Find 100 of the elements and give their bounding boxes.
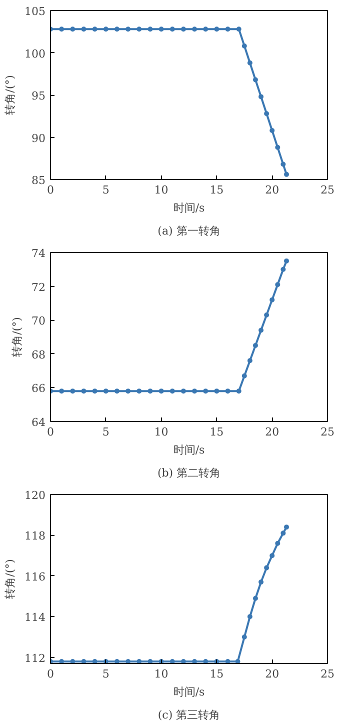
point bbox=[270, 128, 275, 133]
y-axis-title: 转角/(°) bbox=[10, 317, 24, 357]
x-tick-label: 25 bbox=[320, 668, 334, 680]
y-tick-label: 112 bbox=[24, 652, 46, 665]
point bbox=[180, 26, 186, 32]
y-tick-label: 74 bbox=[32, 247, 46, 260]
point bbox=[235, 658, 240, 664]
point bbox=[247, 60, 252, 66]
x-tick-label: 25 bbox=[320, 184, 334, 196]
point bbox=[225, 658, 230, 664]
y-tick-label: 100 bbox=[24, 47, 46, 60]
y-axis-title: 转角/(°) bbox=[4, 559, 17, 599]
x-axis-title: 时间/s bbox=[173, 686, 206, 698]
point bbox=[114, 388, 120, 394]
point bbox=[203, 658, 208, 664]
x-tick-label: 0 bbox=[47, 426, 54, 438]
text: (c) 第三转角 bbox=[158, 708, 220, 722]
y-tick-label: 70 bbox=[32, 314, 46, 328]
point bbox=[242, 634, 247, 640]
point bbox=[59, 388, 64, 394]
point bbox=[192, 388, 198, 394]
point bbox=[264, 565, 270, 570]
point bbox=[136, 658, 142, 664]
point bbox=[214, 26, 220, 32]
x-tick-label: 15 bbox=[210, 426, 224, 438]
point bbox=[275, 282, 280, 288]
point bbox=[170, 26, 175, 32]
point bbox=[59, 26, 64, 32]
point bbox=[59, 658, 64, 664]
text: (b) 第二转角 bbox=[157, 466, 221, 480]
point bbox=[81, 388, 86, 394]
point bbox=[126, 26, 131, 32]
point bbox=[247, 614, 252, 620]
point bbox=[114, 26, 120, 32]
x-tick-label: 20 bbox=[265, 668, 280, 680]
point bbox=[114, 658, 120, 664]
y-tick-label: 66 bbox=[32, 382, 46, 396]
point bbox=[258, 94, 264, 100]
y-tick-label: 105 bbox=[24, 5, 46, 18]
point bbox=[192, 26, 198, 32]
point bbox=[280, 162, 286, 167]
point bbox=[225, 26, 230, 32]
point bbox=[180, 388, 186, 394]
point bbox=[236, 26, 242, 32]
point bbox=[126, 658, 131, 664]
point bbox=[148, 26, 153, 32]
y-tick-label: 90 bbox=[32, 132, 46, 145]
point bbox=[103, 26, 108, 32]
point bbox=[284, 258, 290, 264]
x-axis-title: 时间/s bbox=[173, 444, 206, 456]
x-tick-label: 5 bbox=[102, 426, 110, 438]
point bbox=[203, 26, 208, 32]
point bbox=[284, 172, 290, 177]
point bbox=[236, 388, 242, 394]
y-tick-label: 118 bbox=[24, 530, 46, 543]
x-tick-label: 15 bbox=[210, 184, 224, 196]
y-tick-label: 68 bbox=[32, 348, 46, 362]
x-tick-label: 25 bbox=[320, 426, 334, 438]
point bbox=[242, 373, 247, 378]
point bbox=[81, 26, 86, 32]
point bbox=[247, 358, 252, 364]
point bbox=[280, 530, 286, 536]
point bbox=[242, 43, 247, 48]
point bbox=[103, 388, 108, 394]
point bbox=[264, 111, 270, 116]
y-tick-label: 116 bbox=[24, 570, 46, 584]
y-axis-title: 转角/(°) bbox=[4, 75, 17, 115]
point bbox=[126, 388, 131, 394]
x-tick-label: 0 bbox=[47, 668, 54, 680]
y-tick-label: 72 bbox=[32, 280, 46, 294]
point bbox=[275, 144, 280, 150]
point bbox=[284, 524, 290, 530]
y-tick-label: 95 bbox=[32, 90, 46, 102]
x-tick-label: 10 bbox=[154, 184, 168, 196]
y-tick-label: 114 bbox=[24, 611, 46, 624]
x-tick-label: 0 bbox=[47, 184, 54, 196]
y-tick-label: 120 bbox=[24, 489, 46, 502]
point bbox=[275, 540, 280, 546]
x-tick-label: 5 bbox=[102, 184, 110, 196]
point bbox=[170, 658, 175, 664]
point bbox=[258, 580, 264, 585]
point bbox=[158, 388, 164, 394]
point bbox=[252, 342, 258, 348]
x-tick-label: 15 bbox=[210, 668, 224, 680]
point bbox=[92, 388, 98, 394]
text: (a) 第一转角 bbox=[158, 224, 220, 238]
y-tick-label: 64 bbox=[32, 416, 46, 429]
point bbox=[148, 658, 153, 664]
point bbox=[280, 266, 286, 272]
point bbox=[252, 77, 258, 82]
x-tick-label: 5 bbox=[102, 668, 110, 680]
point bbox=[264, 312, 270, 318]
x-axis-title: 时间/s bbox=[173, 202, 206, 214]
point bbox=[170, 388, 175, 394]
point bbox=[92, 26, 98, 32]
point bbox=[180, 658, 186, 664]
point bbox=[92, 658, 98, 664]
point bbox=[70, 388, 76, 394]
point bbox=[192, 658, 198, 664]
point bbox=[203, 388, 208, 394]
